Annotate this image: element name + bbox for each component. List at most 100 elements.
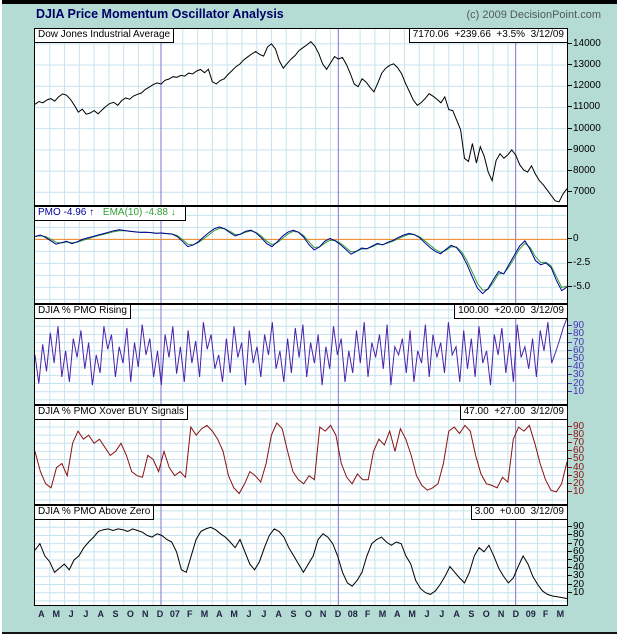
x-tick-label: A (216, 609, 223, 619)
pmo-xover-values: 47.00 +27.00 3/12/09 (463, 406, 564, 417)
x-tick-label: A (275, 609, 282, 619)
panel-title: DJIA % PMO Xover BUY Signals (38, 406, 184, 417)
y-tick-label: 80 (568, 329, 584, 339)
y-tick-label: 40 (568, 563, 584, 573)
y-tick-label: 80 (568, 530, 584, 540)
pmo-rising-plot (35, 305, 567, 404)
y-tick-label: 9000 (568, 144, 595, 155)
panel-dow-jones-price: Dow Jones Industrial Average 7170.06 +23… (34, 28, 568, 206)
x-tick-label: J (68, 609, 74, 619)
pmo-xover-label-box: DJIA % PMO Xover BUY Signals (35, 406, 188, 420)
ema-down-arrow-icon: ↓ (170, 207, 176, 218)
ema-legend-entry: EMA(10) -4.88 ↓ (102, 207, 176, 218)
price-plot (35, 29, 567, 205)
y-tick-label: 90 (568, 422, 584, 432)
y-tick-label: 90 (568, 522, 584, 532)
pmo-legend-entry: PMO -4.96 ↑ (38, 207, 95, 218)
pmo-above-zero-values-box: 3.00 +0.00 3/12/09 (470, 506, 567, 520)
y-tick-label: -2.5 (568, 258, 590, 268)
x-tick-label: F (542, 609, 549, 619)
y-tick-label: 80 (568, 430, 584, 440)
x-tick-label: 09 (525, 609, 536, 619)
x-tick-label: 08 (347, 609, 358, 619)
series-djia (35, 41, 567, 203)
pmo-above-zero-label-box: DJIA % PMO Above Zero (35, 506, 155, 520)
series--pmo-rising (35, 317, 567, 386)
x-tick-label: J (261, 609, 267, 619)
y-tick-label: 12000 (568, 81, 601, 91)
y-tick-label: 7000 (568, 187, 595, 197)
x-tick-label: J (424, 609, 430, 619)
y-tick-label: 50 (568, 354, 584, 364)
y-tick-label: 20 (568, 579, 584, 590)
x-tick-label: D (334, 609, 342, 619)
x-tick-label: N (319, 609, 327, 619)
x-tick-label: O (482, 609, 490, 619)
panel-pmo-rising: DJIA % PMO Rising 100.00 +20.00 3/12/09 (34, 304, 568, 405)
y-tick-label: -5.0 (568, 282, 590, 292)
y-tick-label: 40 (568, 462, 584, 473)
y-tick-label: 10 (568, 486, 584, 497)
x-tick-label: F (186, 609, 193, 619)
page-title: DJIA Price Momentum Oscillator Analysis (36, 7, 284, 21)
y-tick-label: 10 (568, 587, 584, 598)
x-tick-label: A (394, 609, 401, 619)
pmo-rising-values-box: 100.00 +20.00 3/12/09 (454, 305, 567, 319)
x-tick-label: O (304, 609, 312, 619)
pmo-above-zero-plot (35, 506, 567, 605)
x-tick-label: S (112, 609, 119, 619)
y-tick-label: 40 (568, 362, 584, 372)
x-tick-label: M (408, 609, 416, 619)
price-quote-values: 7170.06 +239.66 +3.5% 3/12/09 (412, 29, 564, 40)
y-tick-label: 8000 (568, 166, 595, 176)
series--pmo-xover-buy (35, 422, 567, 495)
y-tick-label: 14000 (568, 38, 601, 49)
x-tick-label: O (126, 609, 134, 619)
x-tick-label: J (246, 609, 252, 619)
x-tick-label: D (156, 609, 164, 619)
y-tick-label: 11000 (568, 102, 600, 112)
series-pmo (35, 226, 567, 295)
pmo-plot (35, 207, 567, 303)
x-tick-label: J (439, 609, 445, 619)
pmo-xover-values-box: 47.00 +27.00 3/12/09 (459, 406, 567, 420)
y-tick-label: 70 (568, 438, 584, 448)
y-tick-label: 60 (568, 345, 584, 356)
y-tick-label: 70 (568, 538, 584, 549)
y-axis-gutter: 14000 13000 12000 11000 10000 9000 8000 7000 0 -2… (568, 4, 615, 632)
x-tick-label: 07 (169, 609, 180, 619)
panel-pmo-above-zero: DJIA % PMO Above Zero 3.00 +0.00 3/12/09 (34, 505, 568, 606)
pmo-up-arrow-icon: ↑ (89, 207, 95, 218)
y-tick-label: 30 (568, 571, 584, 581)
y-tick-label: 0 (568, 234, 579, 244)
y-tick-label: 70 (568, 337, 584, 348)
y-tick-label: 60 (568, 546, 584, 557)
pmo-rising-values: 100.00 +20.00 3/12/09 (458, 305, 564, 316)
pmo-xover-plot (35, 406, 567, 504)
x-tick-label: M (230, 609, 238, 619)
x-tick-label: F (364, 609, 371, 619)
panel-title: DJIA % PMO Above Zero (38, 506, 151, 517)
x-axis-labels: A M J J A S O N D 07 F M A M J J A S O N D 08 F M A M J J A S O N D 09 F M (34, 609, 568, 623)
x-tick-label: M (378, 609, 387, 619)
x-tick-label: J (83, 609, 89, 619)
y-tick-label: 90 (568, 321, 584, 331)
x-tick-label: S (290, 609, 297, 619)
y-tick-label: 30 (568, 370, 584, 380)
copyright-text: (c) 2009 DecisionPoint.com (466, 9, 601, 21)
x-tick-label: A (97, 609, 104, 619)
panel-pmo-xover-buy: DJIA % PMO Xover BUY Signals 47.00 +27.0… (34, 405, 568, 505)
y-tick-label: 10 (568, 386, 584, 397)
x-tick-label: N (141, 609, 149, 619)
x-tick-label: A (38, 609, 45, 619)
x-tick-label: M (556, 609, 565, 619)
panel-pmo-oscillator: PMO -4.96 ↑ EMA(10) -4.88 ↓ (34, 206, 568, 304)
pmo-rising-label-box: DJIA % PMO Rising (35, 305, 131, 319)
x-tick-label: D (512, 609, 520, 619)
x-tick-label: M (200, 609, 209, 619)
y-tick-label: 50 (568, 454, 584, 464)
pmo-legend-box: PMO -4.96 ↑ EMA(10) -4.88 ↓ (35, 207, 186, 221)
y-tick-label: 50 (568, 555, 584, 565)
x-tick-label: S (468, 609, 475, 619)
